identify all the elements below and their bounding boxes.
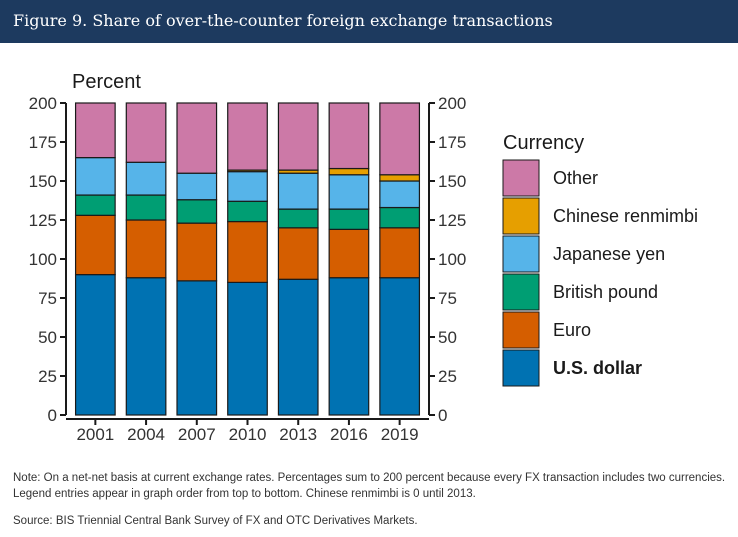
- bar-segment: [176, 172, 218, 201]
- y-axis-title: Percent: [72, 71, 141, 93]
- bar-segment: [379, 180, 421, 209]
- legend-swatch: [502, 311, 540, 349]
- left-y-tick-label: 50: [38, 328, 57, 347]
- bar-segment: [74, 274, 116, 416]
- bar-segment: [379, 206, 421, 229]
- bar-segment: [277, 278, 319, 416]
- legend-title: Currency: [503, 132, 584, 154]
- legend-label: U.S. dollar: [553, 358, 642, 378]
- left-y-tick-label: 200: [29, 94, 57, 113]
- x-tick-label: 2007: [178, 425, 216, 444]
- stacked-bar-chart: Percent 0 0 25 25 50 50 75 75 100 100 125 125 150 150 1…: [29, 71, 698, 444]
- bar-segment: [176, 102, 218, 174]
- bar-segment: [328, 102, 370, 170]
- bar-segment: [277, 102, 319, 171]
- legend-label: Euro: [553, 320, 591, 340]
- right-y-tick-label: 125: [438, 211, 466, 230]
- legend-swatch: [502, 349, 540, 387]
- bar-segment: [277, 172, 319, 210]
- figure-title-bar: Figure 9. Share of over-the-counter fore…: [0, 0, 738, 43]
- x-tick-label: 2001: [76, 425, 114, 444]
- legend-swatch: [502, 159, 540, 197]
- right-y-tick-label: 0: [438, 406, 447, 425]
- bar-segment: [74, 156, 116, 196]
- x-tick-label: 2010: [229, 425, 267, 444]
- bar-segment: [227, 220, 268, 283]
- bar-segment: [125, 277, 167, 416]
- bar-segment: [379, 277, 421, 416]
- legend-label: Chinese renmimbi: [553, 206, 698, 226]
- figure-note: Note: On a net-net basis at current exch…: [13, 472, 726, 500]
- bar-segment: [277, 208, 319, 229]
- left-y-tick-label: 100: [29, 250, 57, 269]
- right-y-tick-label: 100: [438, 250, 466, 269]
- x-tick-label: 2004: [127, 425, 165, 444]
- right-y-tick-label: 200: [438, 94, 466, 113]
- bar-segment: [176, 222, 218, 282]
- bar-segment: [328, 208, 370, 230]
- right-y-tick-label: 175: [438, 133, 466, 152]
- bar-segment: [379, 102, 421, 176]
- bar-segment: [328, 277, 370, 416]
- left-y-tick-label: 175: [29, 133, 57, 152]
- bar-segment: [74, 102, 116, 159]
- figure-source: Source: BIS Triennial Central Bank Surve…: [13, 515, 418, 527]
- legend-label: Other: [553, 168, 598, 188]
- figure-title: Figure 9. Share of over-the-counter fore…: [13, 11, 553, 30]
- bar-segment: [328, 228, 370, 279]
- left-y-tick-label: 125: [29, 211, 57, 230]
- x-tick-label: 2016: [330, 425, 368, 444]
- bar-segment: [176, 199, 218, 224]
- legend-swatch: [502, 197, 540, 235]
- right-y-tick-label: 150: [438, 172, 466, 191]
- bar-segment: [74, 214, 116, 276]
- bar-segment: [328, 174, 370, 210]
- bar-segment: [125, 102, 167, 163]
- bar-segment: [379, 227, 421, 279]
- left-y-tick-label: 75: [38, 289, 57, 308]
- x-tick-label: 2019: [381, 425, 419, 444]
- left-y-tick-label: 0: [48, 406, 57, 425]
- legend-label: Japanese yen: [553, 244, 665, 264]
- x-tick-label: 2013: [279, 425, 317, 444]
- legend-swatch: [502, 235, 540, 273]
- legend-label: British pound: [553, 282, 658, 302]
- left-y-tick-label: 25: [38, 367, 57, 386]
- bar-segment: [125, 219, 167, 279]
- bar-segment: [125, 194, 167, 221]
- bar-segment: [277, 227, 319, 280]
- bar-segment: [379, 174, 421, 182]
- bar-segment: [227, 281, 268, 416]
- bar-segment: [227, 200, 268, 223]
- right-y-tick-label: 25: [438, 367, 457, 386]
- right-y-tick-label: 75: [438, 289, 457, 308]
- bar-segment: [328, 167, 370, 176]
- bar-segment: [227, 171, 268, 202]
- legend-swatch: [502, 273, 540, 311]
- left-y-tick-label: 150: [29, 172, 57, 191]
- right-y-tick-label: 50: [438, 328, 457, 347]
- bar-segment: [176, 280, 218, 416]
- bar-segment: [74, 194, 116, 216]
- bar-segment: [227, 102, 268, 171]
- bar-segment: [125, 161, 167, 196]
